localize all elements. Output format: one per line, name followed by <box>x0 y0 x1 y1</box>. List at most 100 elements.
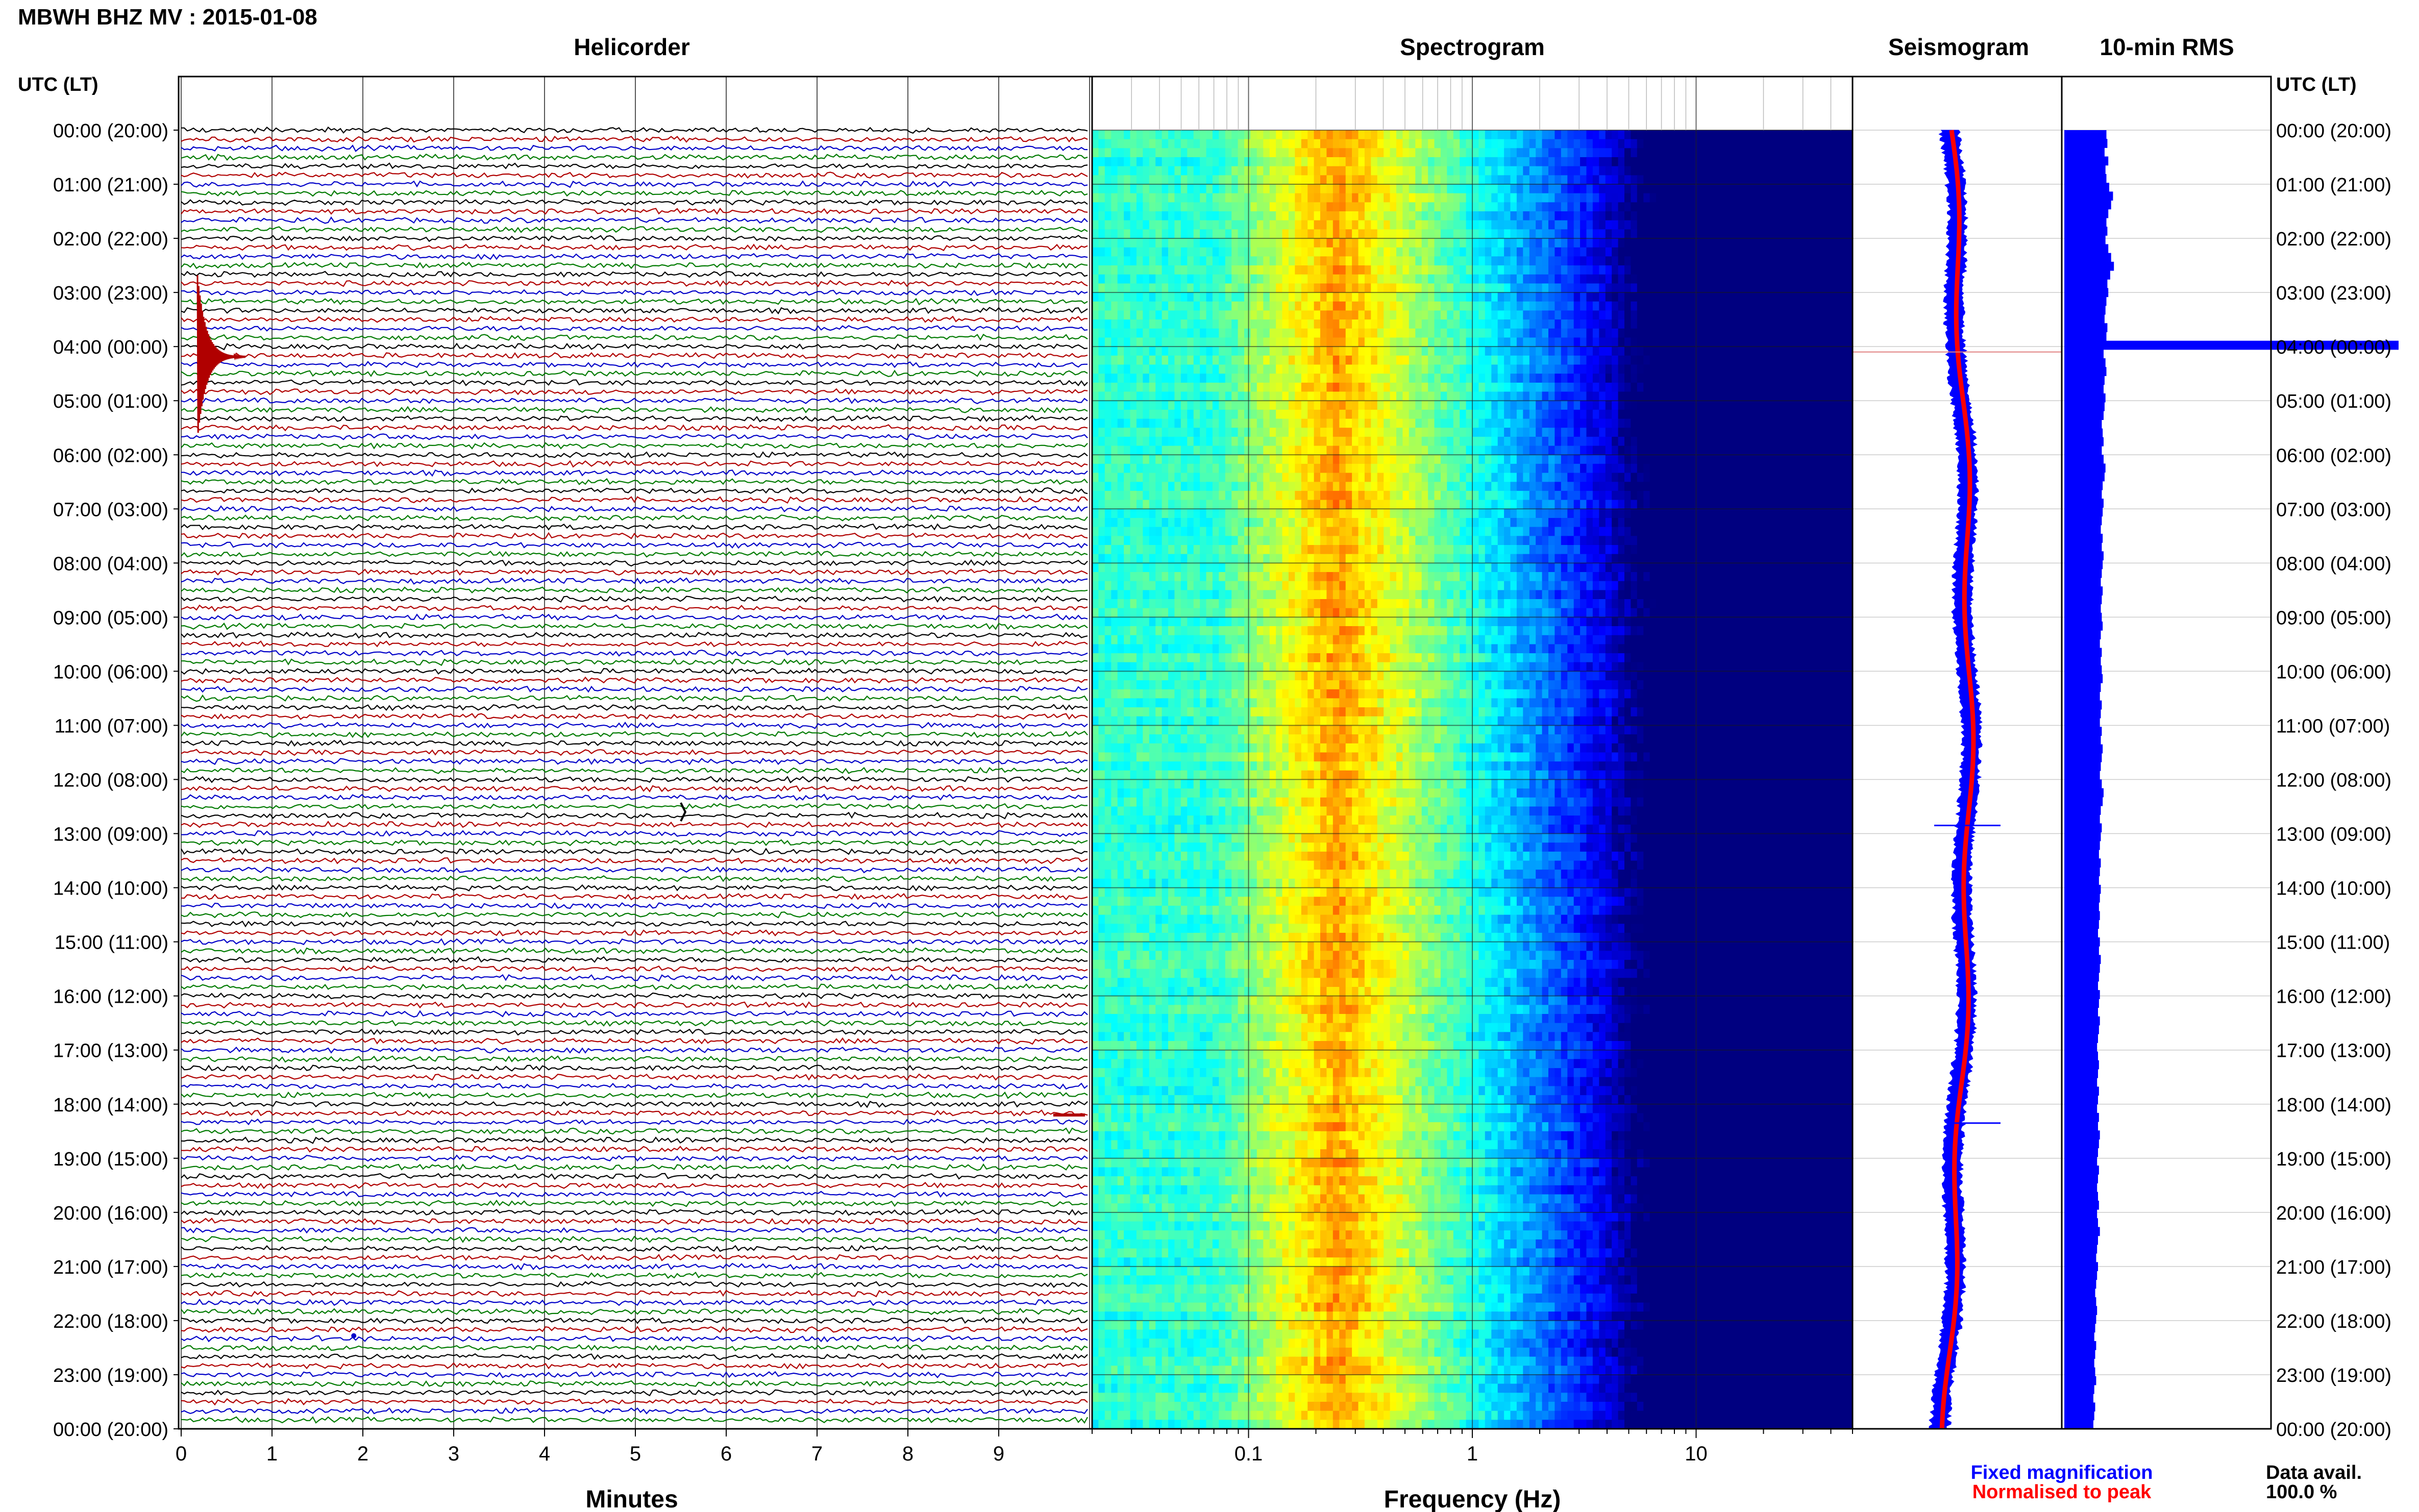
rms-bar <box>2064 1130 2100 1139</box>
time-label-left: 20:00 (16:00) <box>53 1203 168 1224</box>
time-label-left: 06:00 (02:00) <box>53 445 168 466</box>
rms-bar <box>2064 253 2111 262</box>
time-label-left: 16:00 (12:00) <box>53 986 168 1008</box>
time-label-left: 00:00 (20:00) <box>53 120 168 142</box>
rms-bar <box>2064 1078 2097 1087</box>
rms-bar <box>2064 762 2101 771</box>
minute-tick-label: 8 <box>902 1443 914 1465</box>
rms-bar <box>2064 981 2098 990</box>
rms-bar <box>2064 191 2113 201</box>
rms-bar <box>2064 227 2108 236</box>
rms-bar <box>2064 1156 2097 1166</box>
time-label-left: 11:00 (07:00) <box>55 715 168 737</box>
rms-bar <box>2064 490 2102 499</box>
frequency-axis: 0.1 1 10 <box>1092 1429 1853 1465</box>
rms-bar <box>2064 858 2101 867</box>
frequency-axis-label: Frequency (Hz) <box>1384 1486 1561 1512</box>
rms-bar <box>2064 1297 2096 1306</box>
time-label-left: 03:00 (23:00) <box>53 283 168 304</box>
data-avail-value: 100.0 % <box>2266 1481 2337 1503</box>
time-label-right: 03:00 (23:00) <box>2276 283 2391 304</box>
rms-bar <box>2064 1402 2095 1412</box>
rms-bar <box>2064 727 2102 736</box>
data-avail-label: Data avail. <box>2266 1462 2362 1483</box>
rms-bar <box>2064 1376 2096 1385</box>
rms-bar <box>2064 1385 2094 1394</box>
rms-bar <box>2064 340 2399 350</box>
time-label-left: 15:00 (11:00) <box>55 932 168 954</box>
minute-tick-label: 9 <box>993 1443 1004 1465</box>
time-label-right: 04:00 (00:00) <box>2276 337 2391 358</box>
rms-bar <box>2064 999 2099 1008</box>
rms-bar <box>2064 1034 2098 1043</box>
rms-bar <box>2064 235 2106 245</box>
rms-bar <box>2064 700 2102 710</box>
rms-bar <box>2064 1288 2095 1298</box>
rms-bar <box>2064 1358 2094 1368</box>
minute-tick-label: 6 <box>721 1443 732 1465</box>
rms-bar <box>2064 578 2101 587</box>
rms-bar <box>2064 296 2107 306</box>
rms-bar <box>2064 1394 2093 1403</box>
rms-bar <box>2064 963 2100 973</box>
rms-bar <box>2064 200 2111 210</box>
time-label-right: 11:00 (07:00) <box>2276 715 2390 737</box>
rms-bar <box>2064 446 2102 455</box>
rms-bar <box>2064 894 2100 903</box>
rms-bar <box>2064 244 2109 254</box>
rms-bar <box>2064 183 2109 192</box>
minutes-axis: 0 1 2 3 4 5 6 7 8 9 <box>176 1429 1004 1465</box>
time-label-right: 00:00 (20:00) <box>2276 1419 2391 1441</box>
rms-bar <box>2064 1218 2098 1227</box>
time-label-left: 19:00 (15:00) <box>53 1149 168 1170</box>
rms-bar <box>2064 314 2105 324</box>
time-label-right: 14:00 (10:00) <box>2276 878 2391 900</box>
utc-lt-left-label: UTC (LT) <box>18 74 98 95</box>
spectrogram-panel <box>1092 77 1853 1429</box>
rms-bar <box>2064 814 2100 824</box>
time-label-right: 21:00 (17:00) <box>2276 1257 2391 1278</box>
rms-bar <box>2064 928 2098 938</box>
time-label-right: 07:00 (03:00) <box>2276 499 2391 520</box>
spectrogram-title: Spectrogram <box>1400 34 1545 60</box>
rms-bar <box>2064 130 2107 139</box>
rms-bar <box>2064 463 2106 473</box>
rms-bar <box>2064 867 2100 877</box>
utc-lt-right-label: UTC (LT) <box>2276 74 2357 95</box>
minute-tick-label: 0 <box>176 1443 187 1465</box>
rms-bar <box>2064 823 2102 833</box>
rms-bar <box>2064 1244 2097 1254</box>
rms-bar <box>2064 437 2104 447</box>
time-label-left: 23:00 (19:00) <box>53 1365 168 1386</box>
time-label-right: 17:00 (13:00) <box>2276 1040 2391 1062</box>
rms-bar <box>2064 990 2100 999</box>
time-label-right: 09:00 (05:00) <box>2276 607 2391 629</box>
rms-bar <box>2064 972 2099 982</box>
rms-bar <box>2064 1139 2099 1149</box>
rms-bar <box>2064 376 2105 385</box>
rms-bar <box>2064 1025 2099 1034</box>
rms-bar <box>2064 735 2101 745</box>
rms-bar <box>2064 955 2101 964</box>
rms-bar <box>2064 1086 2099 1096</box>
rms-bar <box>2064 428 2103 438</box>
rms-bar <box>2064 419 2102 429</box>
time-axis-right: 00:00 (20:00) 01:00 (21:00) 02:00 (22:00) 0… <box>2276 120 2391 1441</box>
rms-bar <box>2064 1315 2096 1324</box>
rms-bar <box>2064 147 2105 157</box>
legend-normalised-to-peak: Normalised to peak <box>1972 1481 2152 1503</box>
rms-bar <box>2064 1069 2098 1078</box>
time-label-right: 16:00 (12:00) <box>2276 986 2391 1008</box>
figure-title: MBWH BHZ MV : 2015-01-08 <box>18 5 317 30</box>
rms-bar <box>2064 1060 2099 1070</box>
rms-bar <box>2064 1350 2095 1359</box>
rms-bar <box>2064 472 2105 482</box>
rms-bar <box>2064 358 2106 367</box>
time-label-left: 05:00 (01:00) <box>53 391 168 412</box>
time-label-left: 17:00 (13:00) <box>53 1040 168 1062</box>
rms-bar <box>2064 332 2107 341</box>
rms-bar <box>2064 209 2109 218</box>
time-label-left: 02:00 (22:00) <box>53 229 168 250</box>
time-label-right: 08:00 (04:00) <box>2276 553 2391 575</box>
